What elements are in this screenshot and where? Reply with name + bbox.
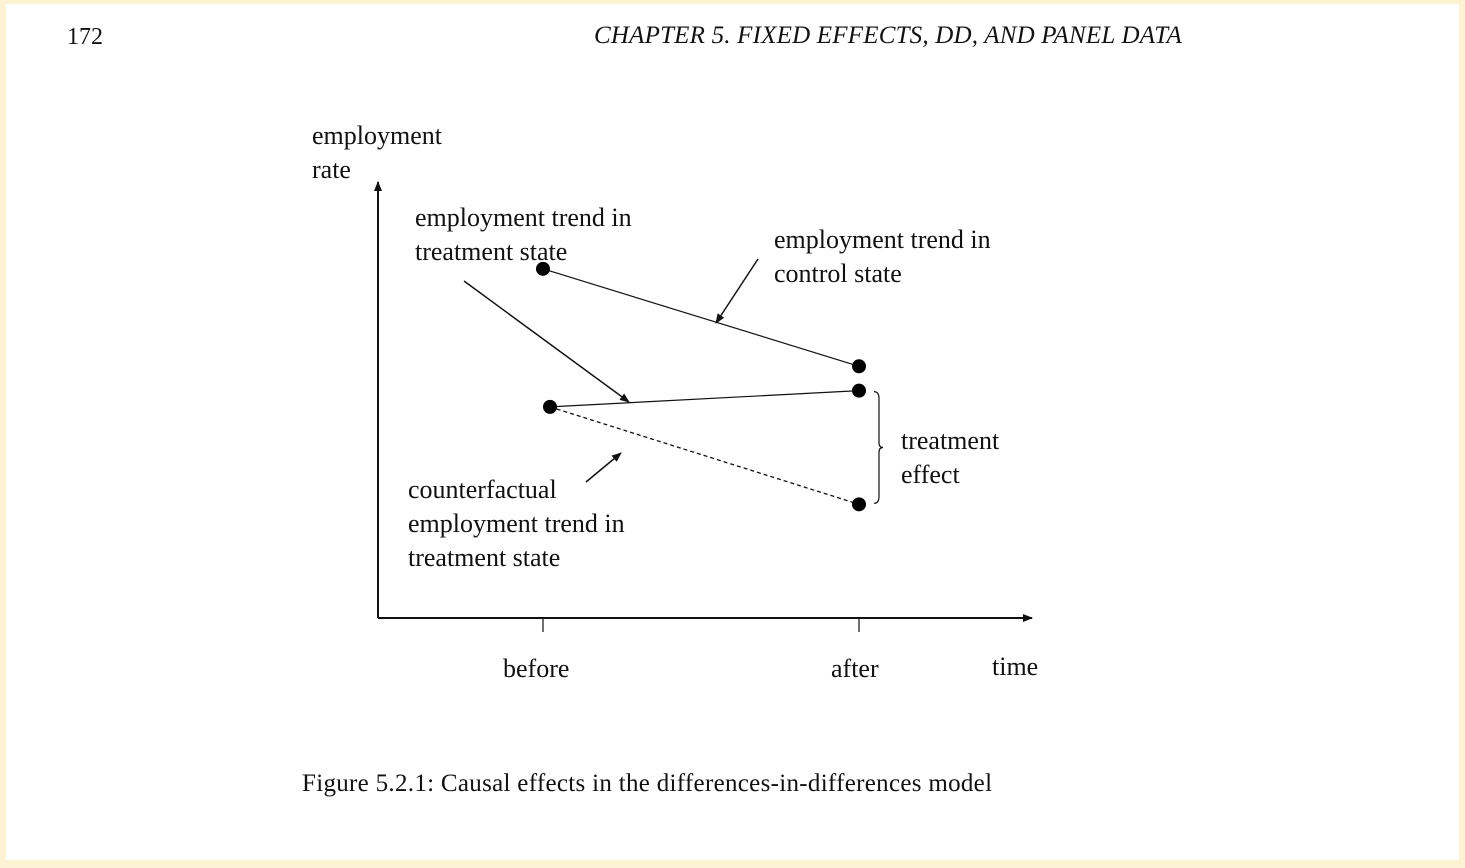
treatment-trend-line <box>549 390 860 408</box>
treatment-before-point <box>543 399 557 414</box>
control-trend-line <box>542 268 860 367</box>
treatment-after-point <box>852 383 866 398</box>
treatment-effect-label-line2: effect <box>901 460 960 489</box>
page-number: 172 <box>67 24 103 50</box>
control-before-point <box>536 261 550 276</box>
control-annotation-arrow <box>715 258 759 324</box>
treatment-effect-bracket <box>873 391 884 504</box>
counterfactual-label-line3: treatment state <box>408 543 561 572</box>
treatment-trend-label-line1: employment trend in <box>415 203 632 232</box>
treatment-trend-label-line2: treatment state <box>415 237 568 266</box>
y-axis-label-line1: employment <box>312 121 442 150</box>
counterfactual-trend-line <box>549 406 860 505</box>
treatment-annotation-arrow <box>463 280 630 403</box>
figure-caption: Figure 5.2.1: Causal effects in the diff… <box>302 770 993 797</box>
treatment-effect-label-line1: treatment <box>901 426 1000 455</box>
control-trend-label-line2: control state <box>774 259 902 288</box>
counterfactual-label-line1: counterfactual <box>408 475 557 504</box>
control-trend-label-line1: employment trend in <box>774 225 991 254</box>
tick-label-before: before <box>503 654 570 683</box>
running-head: CHAPTER 5. FIXED EFFECTS, DD, AND PANEL … <box>594 22 1182 49</box>
y-axis-label-line2: rate <box>312 155 351 184</box>
counterfactual-after-point <box>852 497 866 512</box>
counterfactual-label-line2: employment trend in <box>408 509 625 538</box>
control-after-point <box>852 359 866 374</box>
tick-label-after: after <box>831 654 879 683</box>
x-axis-label: time <box>992 652 1039 681</box>
book-page: 172 CHAPTER 5. FIXED EFFECTS, DD, AND PA… <box>6 4 1459 860</box>
counterfactual-annotation-arrow <box>585 452 622 483</box>
